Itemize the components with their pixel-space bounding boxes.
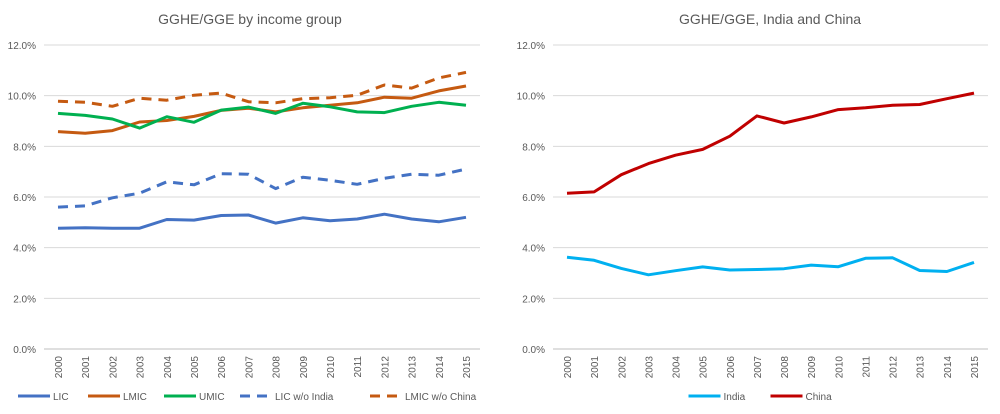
x-tick-label: 2008 xyxy=(780,356,791,379)
x-tick-label: 2005 xyxy=(699,356,710,379)
x-tick-label: 2002 xyxy=(617,356,628,379)
x-tick-label: 2014 xyxy=(435,356,446,379)
legend-label: India xyxy=(724,392,746,403)
x-tick-label: 2008 xyxy=(272,356,283,379)
y-tick-label: 8.0% xyxy=(13,142,36,153)
series-line-lic xyxy=(57,212,467,230)
x-tick-label: 2015 xyxy=(462,356,473,379)
x-tick-label: 2012 xyxy=(380,356,391,379)
y-tick-label: 4.0% xyxy=(522,244,545,255)
legend-label: LIC xyxy=(53,392,69,403)
x-tick-label: 2014 xyxy=(943,356,954,379)
chart-title: GGHE/GGE by income group xyxy=(158,11,342,27)
x-tick-label: 2009 xyxy=(299,356,310,379)
y-tick-label: 4.0% xyxy=(13,244,36,255)
x-tick-label: 2013 xyxy=(408,356,419,379)
x-tick-label: 2003 xyxy=(644,356,655,379)
y-tick-label: 8.0% xyxy=(522,142,545,153)
y-tick-label: 0.0% xyxy=(13,345,36,356)
x-tick-label: 2015 xyxy=(970,356,981,379)
y-tick-label: 6.0% xyxy=(522,193,545,204)
series-line-india xyxy=(566,255,975,277)
x-tick-label: 2007 xyxy=(753,356,764,379)
x-tick-label: 2005 xyxy=(190,356,201,379)
x-tick-label: 2003 xyxy=(136,356,147,379)
series-line-lmic-w-o-china xyxy=(57,70,467,108)
chart-2: GGHE/GGE, India and China 0.0% 2.0% 4.0% 6.0… xyxy=(517,11,988,403)
x-tick-label: 2001 xyxy=(81,356,92,379)
legend-label: UMIC xyxy=(199,392,225,403)
x-tick-label: 2000 xyxy=(54,356,65,379)
x-tick-label: 2004 xyxy=(672,356,683,379)
x-tick-label: 2000 xyxy=(563,356,574,379)
y-tick-label: 10.0% xyxy=(517,92,545,103)
chart-1: GGHE/GGE by income group 0.0% 2.0% 4.0% 6.0%… xyxy=(8,11,480,403)
chart-title: GGHE/GGE, India and China xyxy=(679,11,861,27)
y-tick-label: 12.0% xyxy=(517,41,545,52)
legend-label: LIC w/o India xyxy=(275,392,334,403)
x-tick-label: 2001 xyxy=(590,356,601,379)
y-tick-label: 2.0% xyxy=(13,294,36,305)
x-tick-label: 2010 xyxy=(834,356,845,379)
y-tick-label: 10.0% xyxy=(8,92,36,103)
series-line-umic xyxy=(57,100,467,130)
x-tick-label: 2010 xyxy=(326,356,337,379)
series-line-lic-w-o-india xyxy=(57,167,467,209)
legend-label: LMIC w/o China xyxy=(405,392,477,403)
series-line-china xyxy=(566,91,975,195)
y-tick-label: 0.0% xyxy=(522,345,545,356)
legend-label: LMIC xyxy=(123,392,147,403)
y-tick-label: 12.0% xyxy=(8,41,36,52)
x-tick-label: 2006 xyxy=(217,356,228,379)
x-tick-label: 2013 xyxy=(916,356,927,379)
x-tick-label: 2002 xyxy=(108,356,119,379)
legend-label: China xyxy=(806,392,833,403)
x-tick-label: 2004 xyxy=(163,356,174,379)
y-tick-label: 2.0% xyxy=(522,294,545,305)
x-tick-label: 2012 xyxy=(889,356,900,379)
x-tick-label: 2009 xyxy=(807,356,818,379)
y-tick-label: 6.0% xyxy=(13,193,36,204)
x-tick-label: 2011 xyxy=(861,356,872,378)
x-tick-label: 2007 xyxy=(244,356,255,379)
x-tick-label: 2011 xyxy=(353,356,364,378)
x-tick-label: 2006 xyxy=(726,356,737,379)
